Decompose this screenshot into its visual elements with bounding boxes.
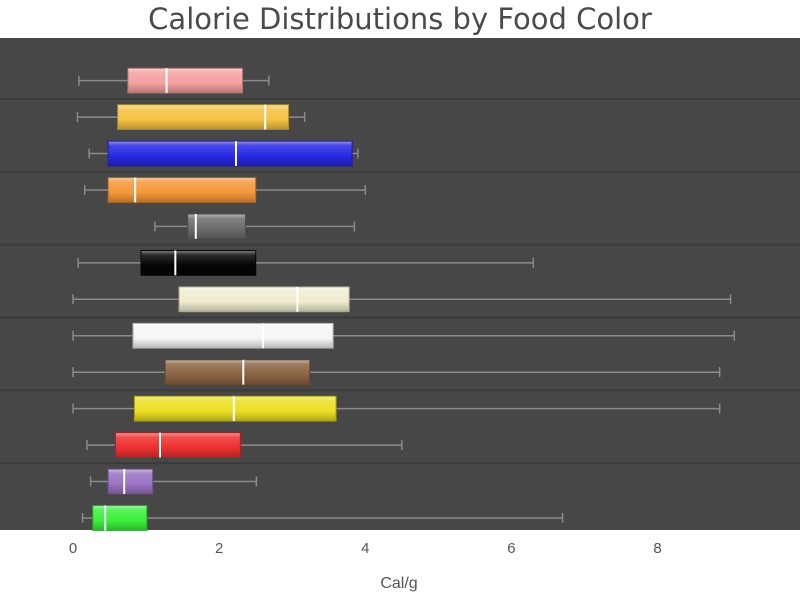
- box-iqr: [187, 213, 246, 240]
- box-iqr: [132, 322, 334, 349]
- box-iqr: [127, 67, 244, 94]
- x-tick-label: 4: [361, 540, 369, 557]
- box-iqr: [178, 286, 350, 313]
- box-iqr: [140, 249, 257, 276]
- box-plot-series: [154, 213, 356, 240]
- x-axis-label: Cal/g: [380, 575, 417, 592]
- box-iqr: [114, 432, 241, 458]
- box-iqr: [107, 140, 353, 167]
- box-plot-series: [78, 67, 270, 94]
- box-plot-series: [83, 177, 367, 203]
- box-plot-series: [89, 468, 258, 495]
- x-tick-label: 6: [507, 540, 515, 557]
- gridlines: [0, 97, 800, 465]
- box-iqr: [133, 395, 337, 422]
- box-plot-series: [72, 286, 732, 313]
- box-plot-series: [86, 432, 403, 458]
- box-iqr: [117, 104, 290, 130]
- box-plot-series: [77, 249, 535, 276]
- box-plot-series: [76, 104, 306, 130]
- box-plot-series: [88, 140, 359, 167]
- chart-title: Calorie Distributions by Food Color: [148, 2, 652, 36]
- box-plot-series: [72, 359, 721, 386]
- x-tick-label: 0: [69, 540, 77, 557]
- box-plot-series: [72, 395, 721, 422]
- x-tick-label: 2: [215, 540, 223, 557]
- box-iqr: [92, 505, 148, 531]
- x-axis-ticks: 0 2 4 6 8: [69, 540, 662, 557]
- box-iqr: [107, 177, 257, 203]
- box-series: [72, 67, 735, 531]
- box-plot-series: [81, 505, 564, 531]
- x-tick-label: 8: [653, 540, 661, 557]
- box-iqr: [164, 359, 311, 386]
- box-iqr: [107, 468, 154, 495]
- box-plot-series: [72, 322, 735, 349]
